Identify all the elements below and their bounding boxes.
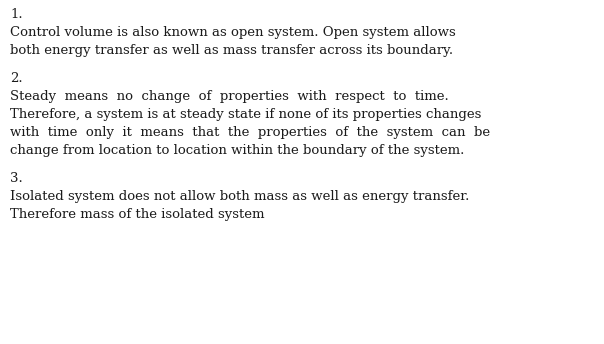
- Text: 1.: 1.: [10, 8, 22, 21]
- Text: Therefore mass of the isolated system: Therefore mass of the isolated system: [10, 208, 265, 221]
- Text: 3.: 3.: [10, 172, 23, 185]
- Text: with  time  only  it  means  that  the  properties  of  the  system  can  be: with time only it means that the propert…: [10, 126, 490, 139]
- Text: 2.: 2.: [10, 72, 22, 85]
- Text: Steady  means  no  change  of  properties  with  respect  to  time.: Steady means no change of properties wit…: [10, 90, 449, 103]
- Text: Control volume is also known as open system. Open system allows: Control volume is also known as open sys…: [10, 26, 456, 39]
- Text: both energy transfer as well as mass transfer across its boundary.: both energy transfer as well as mass tra…: [10, 44, 453, 57]
- Text: change from location to location within the boundary of the system.: change from location to location within …: [10, 144, 464, 157]
- Text: Isolated system does not allow both mass as well as energy transfer.: Isolated system does not allow both mass…: [10, 190, 469, 203]
- Text: Therefore, a system is at steady state if none of its properties changes: Therefore, a system is at steady state i…: [10, 108, 481, 121]
